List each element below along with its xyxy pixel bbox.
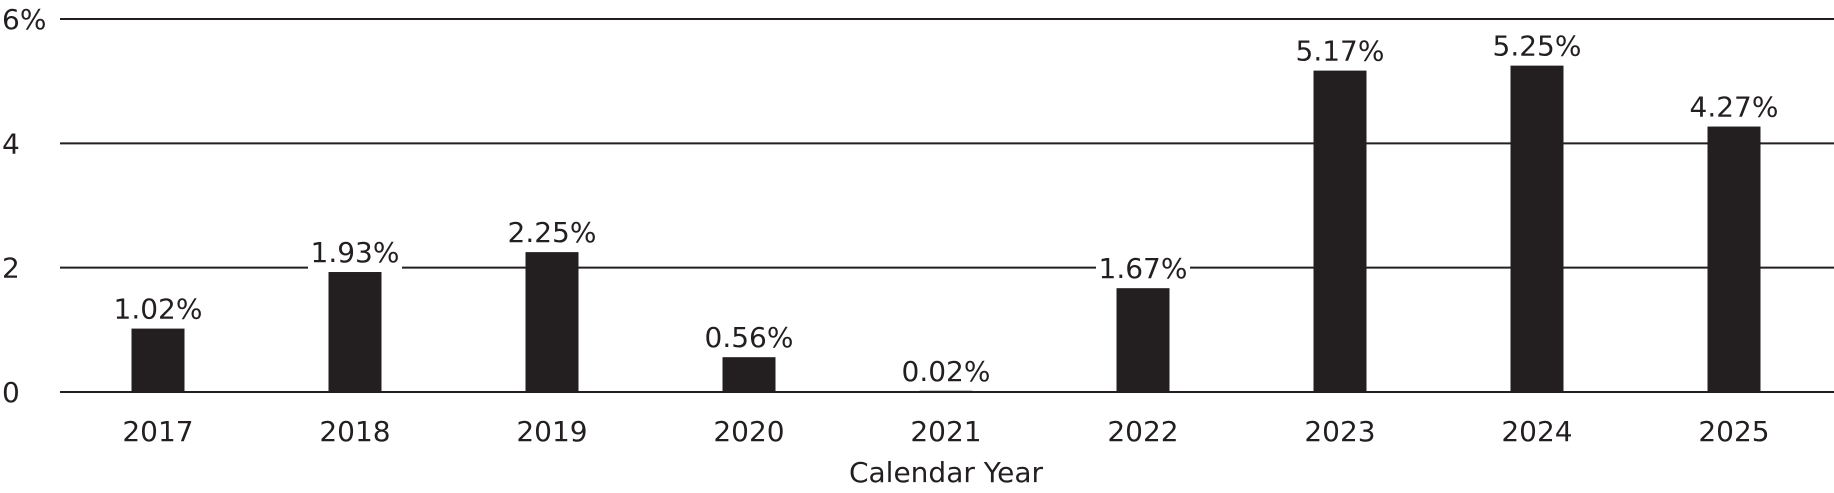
y-axis-tick-labels: 0 2 4 6% — [2, 3, 46, 409]
y-tick-label: 0 — [2, 376, 20, 409]
x-tick-label: 2018 — [319, 415, 390, 448]
data-label-background — [1687, 90, 1781, 125]
bar — [1510, 65, 1564, 392]
data-label-background — [702, 321, 796, 356]
bar — [1116, 288, 1170, 392]
data-label: 2.25% — [508, 216, 597, 249]
data-label-group: 0.02% — [899, 354, 993, 389]
bars — [131, 65, 1761, 393]
data-label: 5.25% — [1493, 30, 1582, 63]
data-label: 1.02% — [114, 293, 203, 326]
y-tick-label: 2 — [2, 252, 20, 285]
x-axis-tick-labels: 2017 2018 2019 2020 2021 2022 2023 2024 2025 — [122, 415, 1769, 448]
bar — [525, 252, 579, 392]
x-tick-label: 2021 — [910, 415, 981, 448]
bar — [722, 357, 776, 392]
data-label-background — [308, 236, 402, 271]
data-label-background — [899, 354, 993, 389]
bar — [1313, 70, 1367, 393]
x-tick-label: 2019 — [516, 415, 587, 448]
x-tick-label: 2017 — [122, 415, 193, 448]
x-axis-title: Calendar Year — [849, 456, 1044, 489]
data-label-group: 1.93% — [308, 236, 402, 271]
x-tick-label: 2023 — [1304, 415, 1375, 448]
x-tick-label: 2020 — [713, 415, 784, 448]
data-label-background — [1293, 34, 1387, 69]
data-label-group: 5.25% — [1490, 29, 1584, 64]
x-tick-label: 2024 — [1501, 415, 1572, 448]
data-label-group: 4.27% — [1687, 90, 1781, 125]
y-tick-label: 6% — [2, 3, 46, 36]
bar — [131, 328, 185, 392]
data-label-background — [505, 216, 599, 251]
data-label: 4.27% — [1690, 91, 1779, 124]
data-label-group: 5.17% — [1293, 34, 1387, 69]
data-label: 0.02% — [902, 355, 991, 388]
data-label: 0.56% — [705, 321, 794, 354]
data-label-group: 1.02% — [111, 292, 205, 327]
data-labels: 1.02% 1.93% 2.25% 0.56% 0.02% 1.67% 5.17% 5.25%… — [111, 29, 1781, 389]
data-label-background — [1096, 252, 1190, 287]
data-label-group: 1.67% — [1096, 252, 1190, 287]
data-label-group: 0.56% — [702, 321, 796, 356]
data-label-group: 2.25% — [505, 216, 599, 251]
data-label-background — [111, 292, 205, 327]
gridlines — [60, 18, 1834, 393]
x-tick-label: 2022 — [1107, 415, 1178, 448]
data-label-background — [1490, 29, 1584, 64]
x-tick-label: 2025 — [1698, 415, 1769, 448]
data-label: 5.17% — [1296, 35, 1385, 68]
data-label: 1.67% — [1099, 252, 1188, 285]
y-tick-label: 4 — [2, 127, 20, 160]
data-label: 1.93% — [311, 236, 400, 269]
bar — [919, 390, 973, 392]
bar — [328, 272, 382, 392]
bar — [1707, 126, 1761, 392]
